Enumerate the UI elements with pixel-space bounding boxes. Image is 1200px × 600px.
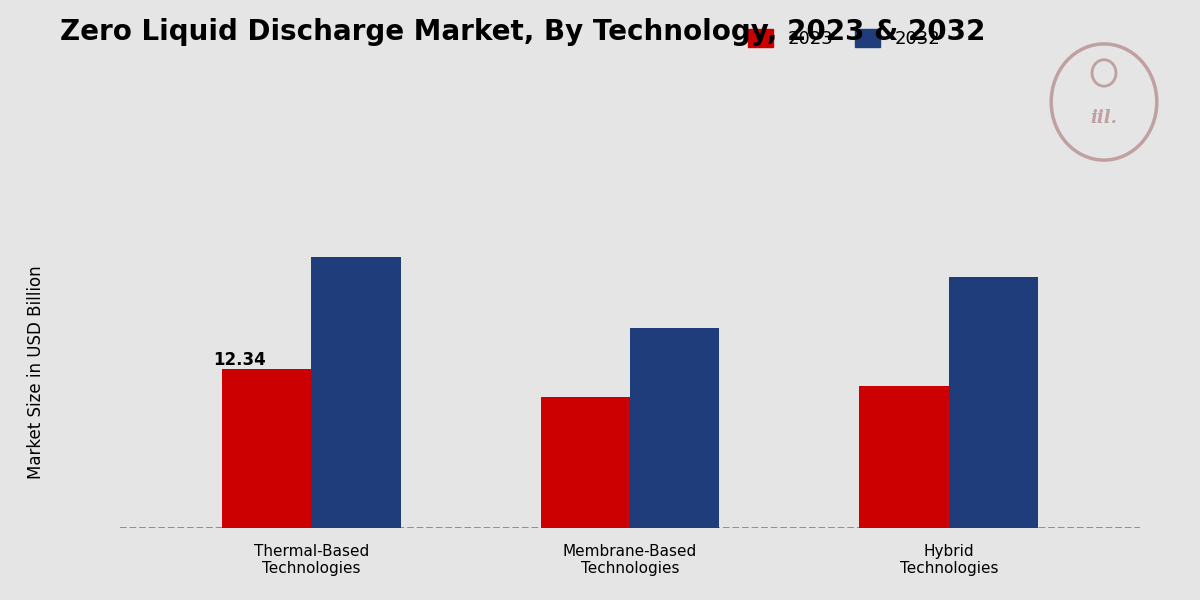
Bar bbox=[222, 369, 311, 528]
Text: 12.34: 12.34 bbox=[214, 351, 266, 369]
Text: Market Size in USD Billion: Market Size in USD Billion bbox=[26, 265, 46, 479]
Bar bbox=[541, 397, 630, 528]
Bar bbox=[859, 386, 949, 528]
Text: iil.: iil. bbox=[1091, 109, 1117, 127]
Bar bbox=[630, 328, 719, 528]
Text: Zero Liquid Discharge Market, By Technology, 2023 & 2032: Zero Liquid Discharge Market, By Technol… bbox=[60, 18, 985, 46]
Bar bbox=[949, 277, 1038, 528]
Bar bbox=[311, 257, 401, 528]
Legend: 2023, 2032: 2023, 2032 bbox=[740, 22, 947, 55]
